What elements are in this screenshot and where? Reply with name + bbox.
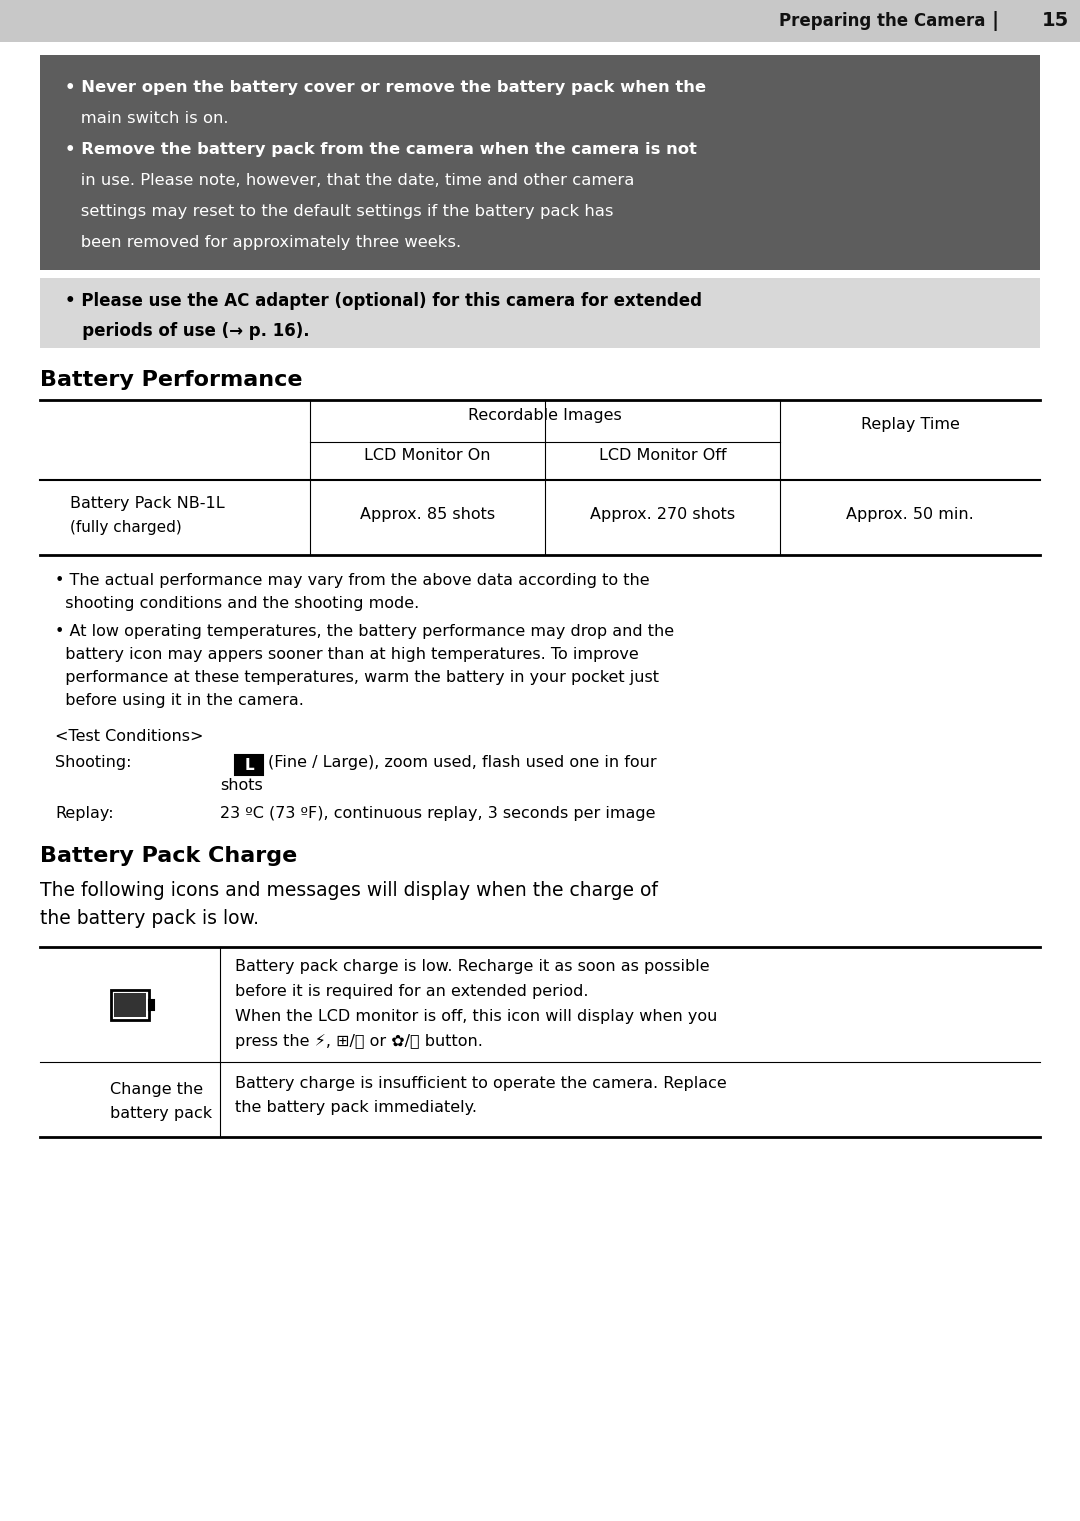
Text: • The actual performance may vary from the above data according to the: • The actual performance may vary from t… — [55, 573, 650, 589]
Text: main switch is on.: main switch is on. — [65, 111, 229, 126]
Bar — [40, 55, 1040, 271]
Text: When the LCD monitor is off, this icon will display when you: When the LCD monitor is off, this icon w… — [235, 1008, 717, 1024]
Text: settings may reset to the default settings if the battery pack has: settings may reset to the default settin… — [65, 204, 613, 219]
Text: <Test Conditions>: <Test Conditions> — [55, 729, 203, 744]
Text: battery icon may appers sooner than at high temperatures. To improve: battery icon may appers sooner than at h… — [55, 646, 638, 662]
Text: Replay:: Replay: — [55, 806, 113, 821]
Text: L: L — [244, 757, 254, 773]
Text: periods of use (→ p. 16).: periods of use (→ p. 16). — [65, 322, 310, 341]
Text: Preparing the Camera: Preparing the Camera — [779, 12, 985, 30]
Text: Shooting:: Shooting: — [55, 754, 132, 770]
Bar — [149, 999, 154, 1010]
Text: shooting conditions and the shooting mode.: shooting conditions and the shooting mod… — [55, 596, 419, 611]
Text: |: | — [991, 11, 999, 30]
Bar — [0, 0, 1080, 43]
Text: Battery pack charge is low. Recharge it as soon as possible: Battery pack charge is low. Recharge it … — [235, 960, 710, 973]
Text: been removed for approximately three weeks.: been removed for approximately three wee… — [65, 236, 461, 249]
Text: Approx. 270 shots: Approx. 270 shots — [590, 508, 735, 523]
Text: Recordable Images: Recordable Images — [468, 408, 622, 423]
Text: (Fine / Large), zoom used, flash used one in four: (Fine / Large), zoom used, flash used on… — [268, 754, 657, 770]
Text: in use. Please note, however, that the date, time and other camera: in use. Please note, however, that the d… — [65, 173, 634, 189]
Text: 23 ºC (73 ºF), continuous replay, 3 seconds per image: 23 ºC (73 ºF), continuous replay, 3 seco… — [220, 806, 656, 821]
Text: Battery Pack Charge: Battery Pack Charge — [40, 846, 297, 865]
Text: before using it in the camera.: before using it in the camera. — [55, 694, 303, 707]
Text: Change the: Change the — [110, 1081, 203, 1097]
Text: • Never open the battery cover or remove the battery pack when the: • Never open the battery cover or remove… — [65, 81, 706, 94]
Text: Battery Pack NB-1L: Battery Pack NB-1L — [70, 496, 225, 511]
Text: 15: 15 — [1041, 12, 1068, 30]
Text: The following icons and messages will display when the charge of: The following icons and messages will di… — [40, 881, 658, 900]
Text: Replay Time: Replay Time — [861, 417, 959, 432]
Text: (fully charged): (fully charged) — [70, 520, 181, 535]
Text: LCD Monitor Off: LCD Monitor Off — [598, 449, 726, 462]
Text: • At low operating temperatures, the battery performance may drop and the: • At low operating temperatures, the bat… — [55, 624, 674, 639]
Text: press the ⚡, ⊞/⏻ or ✿/⛰ button.: press the ⚡, ⊞/⏻ or ✿/⛰ button. — [235, 1034, 483, 1049]
Text: LCD Monitor On: LCD Monitor On — [364, 449, 490, 462]
Text: • Please use the AC adapter (optional) for this camera for extended: • Please use the AC adapter (optional) f… — [65, 292, 702, 310]
Text: Battery Performance: Battery Performance — [40, 370, 302, 389]
Text: the battery pack is low.: the battery pack is low. — [40, 910, 259, 928]
Text: Approx. 85 shots: Approx. 85 shots — [360, 508, 495, 523]
Text: before it is required for an extended period.: before it is required for an extended pe… — [235, 984, 589, 999]
Text: the battery pack immediately.: the battery pack immediately. — [235, 1100, 477, 1115]
Bar — [40, 278, 1040, 348]
Text: battery pack: battery pack — [110, 1106, 212, 1121]
Text: Battery charge is insufficient to operate the camera. Replace: Battery charge is insufficient to operat… — [235, 1075, 727, 1091]
Bar — [114, 993, 146, 1016]
Text: shots: shots — [220, 779, 262, 792]
Text: Approx. 50 min.: Approx. 50 min. — [846, 508, 974, 523]
Bar — [111, 990, 149, 1019]
Text: • Remove the battery pack from the camera when the camera is not: • Remove the battery pack from the camer… — [65, 141, 697, 157]
Text: performance at these temperatures, warm the battery in your pocket just: performance at these temperatures, warm … — [55, 669, 659, 684]
Bar — [235, 754, 264, 776]
